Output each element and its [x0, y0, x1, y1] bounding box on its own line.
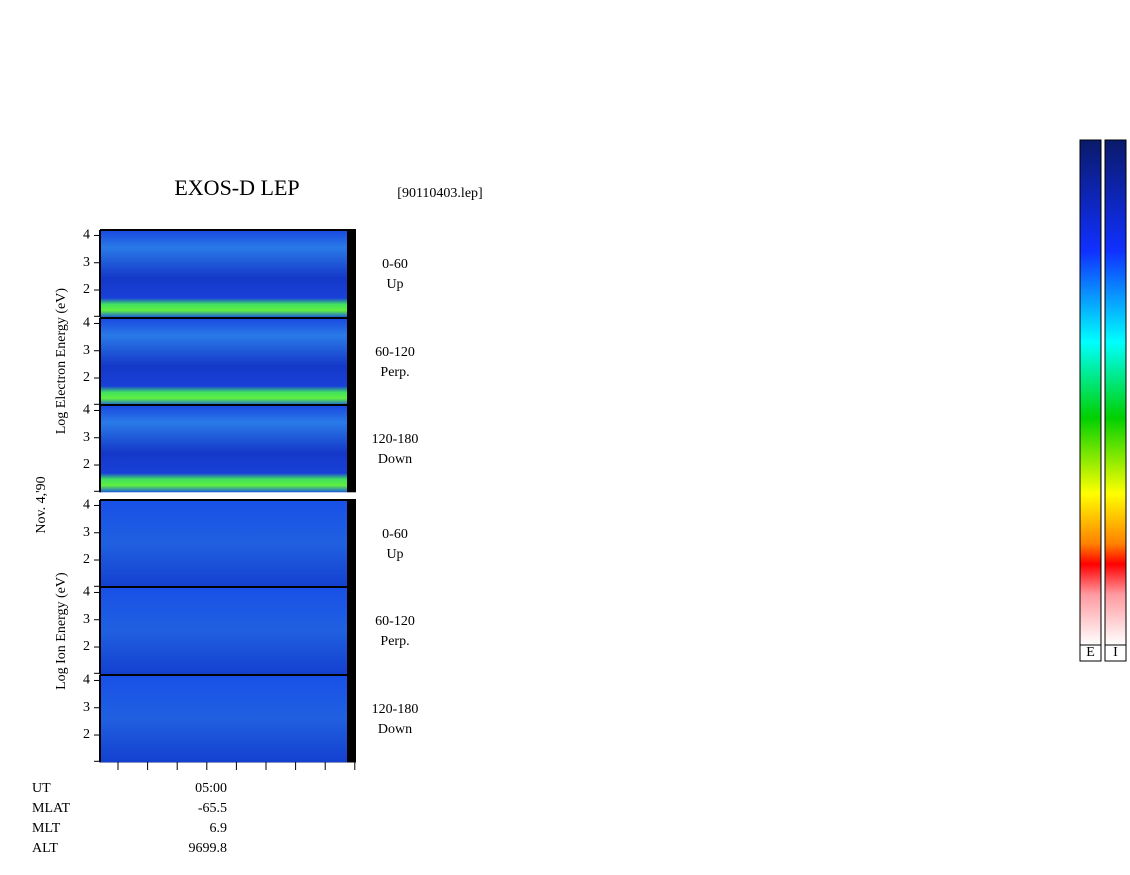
direction: Down — [378, 722, 412, 737]
direction: Up — [386, 277, 403, 292]
data-gap — [347, 405, 356, 493]
y-tick-label: 4 — [83, 228, 90, 243]
y-tick-label: 4 — [83, 673, 90, 688]
y-tick-label: 4 — [83, 316, 90, 331]
data-gap — [347, 318, 356, 406]
y-tick-label: 4 — [83, 585, 90, 600]
colorbar-label-box — [1104, 644, 1127, 662]
file-name: [90110403.lep] — [397, 186, 482, 201]
pitch-angle: 120-180 — [372, 432, 419, 447]
time-axis-value: -65.5 — [198, 801, 227, 816]
colorbar-label: I — [1113, 645, 1118, 660]
time-axis-value: 05:00 — [195, 781, 227, 796]
y-tick-label: 3 — [83, 700, 90, 715]
time-axis-label: MLAT — [32, 801, 71, 816]
colorbar-label-box — [1079, 644, 1102, 662]
direction: Perp. — [380, 634, 409, 649]
y-tick-label: 2 — [83, 727, 90, 742]
time-axis-value: 6.9 — [210, 821, 228, 836]
y-tick-label: 4 — [83, 498, 90, 513]
y-axis-label: Log Ion Energy (eV) — [54, 572, 69, 690]
data-gap — [347, 230, 356, 318]
spectrogram — [100, 500, 347, 588]
data-gap — [347, 500, 356, 588]
y-tick-label: 2 — [83, 552, 90, 567]
direction: Down — [378, 452, 412, 467]
pitch-angle: 60-120 — [375, 345, 415, 360]
title: EXOS-D LEP — [174, 175, 299, 200]
spectrogram — [100, 587, 347, 675]
data-gap — [347, 675, 356, 763]
time-axis-label: ALT — [32, 841, 58, 856]
y-tick-label: 2 — [83, 457, 90, 472]
colorbar — [1079, 139, 1102, 646]
pitch-angle: 0-60 — [382, 527, 408, 542]
y-tick-label: 2 — [83, 370, 90, 385]
time-axis-value: 9699.8 — [189, 841, 228, 856]
data-gap — [347, 587, 356, 675]
direction: Up — [386, 547, 403, 562]
y-tick-label: 4 — [83, 403, 90, 418]
y-tick-label: 3 — [83, 255, 90, 270]
direction: Perp. — [380, 365, 409, 380]
colorbar — [1104, 139, 1127, 646]
spectrogram — [100, 675, 347, 763]
y-tick-label: 3 — [83, 525, 90, 540]
colorbar-label: E — [1086, 645, 1095, 660]
y-axis-label: Log Electron Energy (eV) — [54, 288, 69, 435]
y-tick-label: 2 — [83, 282, 90, 297]
y-tick-label: 3 — [83, 343, 90, 358]
y-tick-label: 2 — [83, 639, 90, 654]
pitch-angle: 120-180 — [372, 702, 419, 717]
y-tick-label: 3 — [83, 430, 90, 445]
time-axis-label: MLT — [32, 821, 61, 836]
date-label: Nov. 4,'90 — [34, 476, 49, 533]
pitch-angle: 0-60 — [382, 257, 408, 272]
spectrogram — [100, 230, 347, 318]
pitch-angle: 60-120 — [375, 614, 415, 629]
time-axis-label: UT — [32, 781, 51, 796]
spectrogram — [100, 318, 347, 406]
y-tick-label: 3 — [83, 612, 90, 627]
spectrogram — [100, 405, 347, 493]
